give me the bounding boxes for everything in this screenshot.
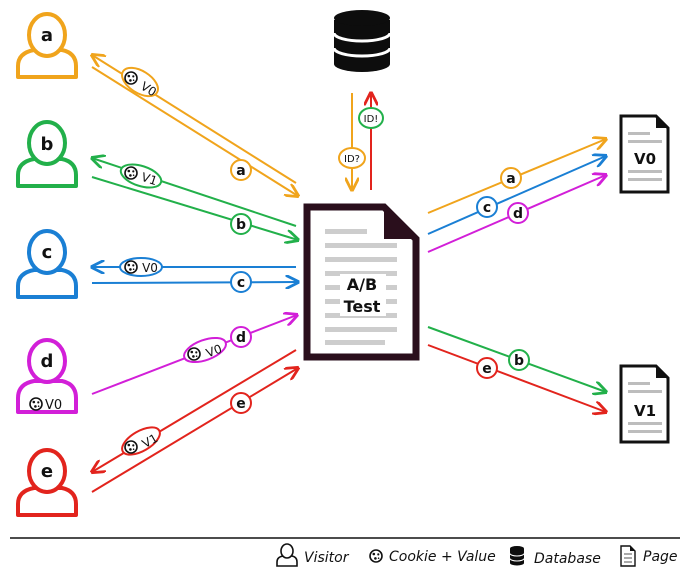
cookie-icon [124, 166, 138, 180]
person-icon [16, 12, 78, 79]
svg-text:b: b [236, 217, 246, 233]
visitor-label: e [41, 461, 53, 482]
svg-text:Page: Page [643, 549, 678, 565]
flow-label-b-right: b [508, 349, 530, 371]
visitor-b: b [16, 120, 78, 188]
cookie-value: V0 [45, 398, 62, 413]
svg-text:V1: V1 [140, 431, 161, 451]
flow-label-d: d [230, 326, 252, 348]
svg-text:b: b [514, 353, 524, 369]
visitor-e: e [16, 448, 78, 517]
svg-text:Cookie + Value: Cookie + Value [389, 549, 496, 565]
person-icon [16, 120, 78, 188]
flow-right: a c d b e [427, 139, 606, 412]
page-icon [620, 545, 636, 567]
cookie-icon [29, 397, 43, 411]
db-connection: ID? ID! [338, 93, 384, 190]
ab-test-page: A/B Test [303, 203, 420, 361]
svg-text:d: d [513, 206, 523, 222]
cookie-icon [124, 71, 138, 85]
flow-a-left: V0 a [92, 55, 298, 196]
legend-cookie: Cookie + Value [369, 549, 496, 565]
svg-text:d: d [236, 330, 246, 346]
page-v0: V0 [619, 114, 670, 194]
flow-label-c: c [230, 271, 252, 293]
flow-label-b: b [230, 213, 252, 235]
visitor-label: c [42, 242, 53, 263]
flow-label-e: e [230, 392, 252, 414]
database-icon [509, 546, 525, 566]
flow-label-d-right: d [507, 202, 529, 224]
flow-b-left: V1 b [92, 158, 298, 240]
legend-database: Database [509, 546, 601, 567]
visitor-d: d V0 [16, 338, 78, 414]
legend: Visitor Cookie + Value Database Pag [276, 543, 678, 567]
svg-text:V1: V1 [140, 170, 159, 188]
flow-d-left: V0 d [91, 315, 297, 395]
cookie-badge-b: V1 [119, 163, 163, 189]
visitor-label: a [41, 25, 53, 46]
flow-c-left: V0 c [92, 257, 298, 293]
svg-text:Visitor: Visitor [304, 550, 350, 566]
legend-page: Page [620, 545, 678, 567]
page-v1-label: V1 [634, 402, 656, 420]
cookie-badge-a: V0 [121, 66, 159, 99]
svg-text:a: a [236, 163, 245, 179]
visitor-label: d [41, 351, 54, 372]
svg-text:V0: V0 [204, 342, 224, 361]
svg-text:c: c [237, 275, 245, 291]
person-icon [16, 448, 78, 517]
flow-label-a: a [230, 159, 252, 181]
person-icon [276, 543, 298, 567]
ab-test-subtitle: Test [344, 297, 381, 316]
flow-label-c-right: c [476, 196, 498, 218]
visitor-d-cookie: V0 [29, 397, 62, 413]
visitor-c: c [16, 229, 78, 299]
db-answer-label: ID! [358, 107, 384, 129]
svg-text:e: e [236, 396, 246, 412]
flow-e-left: V1 e [92, 349, 298, 493]
visitor-a: a [16, 12, 78, 79]
svg-text:V0: V0 [142, 261, 158, 275]
svg-text:c: c [483, 200, 491, 216]
db-query-label: ID? [338, 147, 366, 169]
svg-text:ID!: ID! [364, 114, 379, 125]
cookie-icon [187, 347, 201, 361]
cookie-badge-c: V0 [119, 257, 163, 277]
legend-visitor: Visitor [276, 543, 350, 567]
database-icon [332, 10, 392, 72]
page-v1: V1 [619, 364, 670, 444]
flow-label-e-right: e [476, 357, 498, 379]
cookie-icon [124, 440, 138, 454]
person-icon [16, 229, 78, 299]
cookie-icon [124, 260, 138, 274]
svg-text:Database: Database [534, 551, 601, 567]
flow-label-a-right: a [500, 167, 522, 189]
cookie-badge-e: V1 [121, 426, 161, 456]
ab-test-title: A/B [347, 275, 377, 294]
svg-text:e: e [482, 361, 492, 377]
page-v0-label: V0 [634, 150, 656, 168]
cookie-badge-d: V0 [183, 336, 227, 364]
cookie-icon [369, 549, 383, 563]
svg-text:a: a [506, 171, 515, 187]
visitor-label: b [41, 134, 54, 155]
svg-text:ID?: ID? [344, 154, 360, 165]
